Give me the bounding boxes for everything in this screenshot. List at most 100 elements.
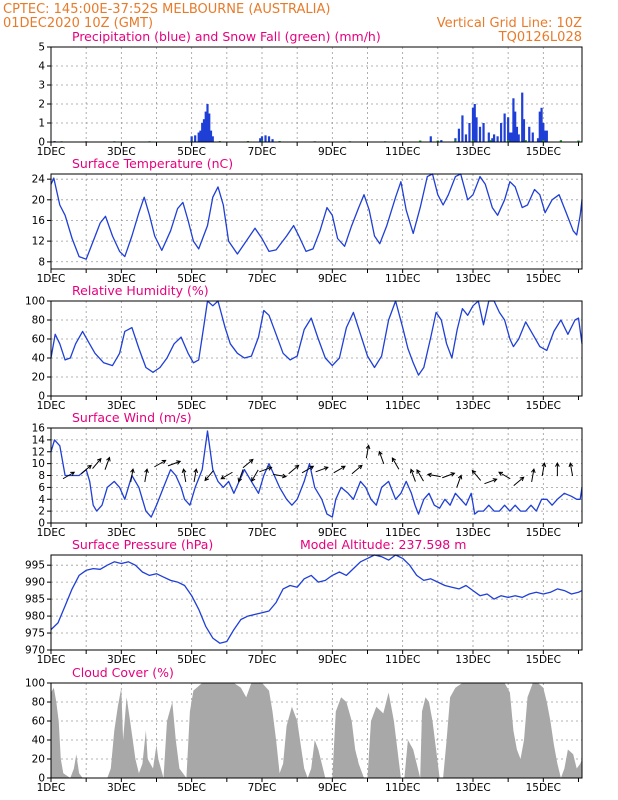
rh-ytick-label: 0 bbox=[38, 391, 45, 403]
precip-bar-0 bbox=[199, 130, 202, 142]
wind-arrow bbox=[92, 457, 102, 469]
precip-bar-1 bbox=[559, 140, 563, 142]
wind-ytick-label: 14 bbox=[32, 434, 46, 446]
wind-arrow bbox=[80, 464, 92, 475]
precip-bar-0 bbox=[440, 140, 443, 142]
pressure-annotation: Model Altitude: 237.598 m bbox=[300, 537, 466, 552]
wind-arrow bbox=[484, 478, 498, 485]
precip-bar-0 bbox=[201, 123, 204, 142]
wind-arrow bbox=[426, 472, 441, 478]
rh-xtick-label: 13DEC bbox=[455, 400, 490, 412]
precip-xtick-label: 7DEC bbox=[248, 146, 277, 158]
cloud-xtick-label: 3DEC bbox=[107, 782, 136, 794]
precip-bar-0 bbox=[536, 138, 540, 142]
precip-bar-0 bbox=[211, 136, 214, 142]
temp-ytick-label: 8 bbox=[38, 256, 45, 268]
precip-bar-0 bbox=[267, 136, 271, 142]
pressure-xtick-label: 5DEC bbox=[177, 654, 206, 666]
rh-ytick-label: 40 bbox=[32, 353, 45, 365]
precip-ytick-label: 5 bbox=[38, 42, 45, 54]
temp-line bbox=[50, 173, 583, 260]
precip-xtick-label: 1DEC bbox=[37, 146, 66, 158]
temp-title: Surface Temperature (nC) bbox=[72, 156, 233, 171]
precip-bar-1 bbox=[454, 140, 457, 142]
precip-bar-0 bbox=[496, 136, 499, 142]
precip-bar-1 bbox=[419, 140, 422, 142]
rh-xtick-label: 9DEC bbox=[318, 400, 347, 412]
wind-arrow bbox=[301, 465, 315, 474]
rh-ytick-label: 80 bbox=[32, 315, 45, 327]
pressure-xtick-label: 11DEC bbox=[385, 654, 420, 666]
precip-bar-0 bbox=[517, 134, 520, 142]
temp-xtick-label: 15DEC bbox=[526, 273, 561, 285]
wind-arrow bbox=[154, 459, 167, 468]
wind-ytick-label: 12 bbox=[32, 446, 45, 458]
temp-ytick-label: 20 bbox=[32, 194, 45, 206]
cloud-xtick-label: 1DEC bbox=[37, 782, 66, 794]
panel-temp: Surface Temperature (nC) 8 12 16 20 24 1DEC 3DE… bbox=[32, 156, 583, 285]
pressure-ytick-label: 995 bbox=[25, 560, 45, 572]
precip-xtick-label: 9DEC bbox=[318, 146, 347, 158]
precip-bar-0 bbox=[522, 119, 526, 142]
temp-xtick-label: 9DEC bbox=[318, 273, 347, 285]
pressure-title: Surface Pressure (hPa) bbox=[72, 537, 213, 552]
wind-arrow bbox=[456, 474, 463, 488]
header-model-id: TQ0126L028 bbox=[498, 30, 582, 45]
wind-ytick-label: 2 bbox=[38, 506, 45, 518]
precip-bar-1 bbox=[260, 140, 264, 142]
precip-bar-0 bbox=[528, 126, 531, 142]
wind-arrow bbox=[167, 460, 182, 467]
precip-bar-1 bbox=[542, 140, 545, 142]
wind-arrow bbox=[204, 470, 214, 482]
wind-arrow bbox=[333, 465, 346, 474]
precip-bar-0 bbox=[429, 136, 432, 142]
precip-bar-1 bbox=[489, 140, 492, 142]
panel-cloud: Cloud Cover (%) 0 20 40 60 80 100 1DEC 3DEC 5DEC 7… bbox=[25, 665, 583, 794]
pressure-ytick-label: 970 bbox=[25, 645, 45, 657]
pressure-ytick-label: 975 bbox=[25, 628, 45, 640]
precip-bar-0 bbox=[478, 126, 482, 142]
rh-xtick-label: 1DEC bbox=[37, 400, 66, 412]
precip-bar-0 bbox=[197, 132, 200, 142]
temp-xtick-label: 13DEC bbox=[455, 273, 490, 285]
wind-arrow bbox=[442, 472, 456, 479]
wind-ytick-label: 0 bbox=[38, 518, 45, 530]
precip-bar-1 bbox=[507, 140, 510, 142]
temp-ytick-label: 16 bbox=[32, 215, 46, 227]
panel-pressure: Surface Pressure (hPa) Model Altitude: 23… bbox=[25, 537, 583, 666]
wind-ytick-label: 8 bbox=[38, 470, 45, 482]
rh-xtick-label: 3DEC bbox=[107, 400, 136, 412]
precip-bar-0 bbox=[264, 135, 267, 142]
precip-bar-0 bbox=[259, 138, 262, 142]
precip-bar-0 bbox=[209, 130, 213, 142]
cloud-ytick-label: 60 bbox=[32, 716, 45, 728]
precip-bar-0 bbox=[271, 139, 274, 142]
cloud-frame bbox=[50, 682, 583, 779]
wind-xtick-label: 1DEC bbox=[37, 527, 66, 539]
wind-arrow bbox=[181, 468, 187, 482]
wind-arrow bbox=[259, 466, 273, 473]
pressure-ytick-label: 990 bbox=[25, 577, 45, 589]
wind-arrow bbox=[104, 456, 111, 470]
precip-bar-0 bbox=[542, 123, 545, 142]
wind-title: Surface Wind (m/s) bbox=[72, 410, 192, 425]
cloud-ytick-label: 40 bbox=[32, 735, 45, 747]
precip-bar-0 bbox=[471, 107, 475, 142]
rh-xtick-label: 5DEC bbox=[177, 400, 206, 412]
rh-frame bbox=[50, 300, 583, 397]
pressure-xtick-label: 3DEC bbox=[107, 654, 136, 666]
precip-xtick-label: 5DEC bbox=[177, 146, 206, 158]
precip-bar-0 bbox=[468, 123, 471, 142]
precip-xtick-label: 3DEC bbox=[107, 146, 136, 158]
precip-title: Precipitation (blue) and Snow Fall (gree… bbox=[72, 29, 381, 44]
wind-arrow bbox=[130, 468, 135, 482]
precip-ytick-label: 0 bbox=[38, 137, 45, 149]
cloud-xtick-label: 5DEC bbox=[177, 782, 206, 794]
precip-bar-0 bbox=[538, 111, 541, 142]
cloud-ytick-label: 20 bbox=[32, 754, 45, 766]
wind-xtick-label: 7DEC bbox=[248, 527, 277, 539]
wind-arrow bbox=[568, 462, 574, 477]
pressure-xtick-label: 13DEC bbox=[455, 654, 490, 666]
precip-bar-0 bbox=[508, 132, 512, 142]
